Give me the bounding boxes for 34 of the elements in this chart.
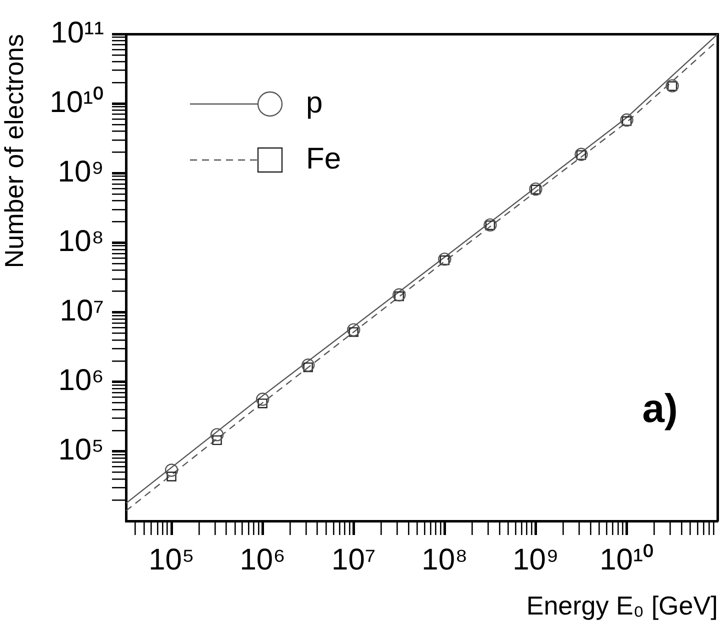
point (392, 288, 406, 302)
y-axis-title: Number of electrons (0, 34, 29, 268)
x-tick-label: 10⁷ (332, 543, 376, 576)
x-tick-label: 10¹⁰ (600, 543, 654, 576)
y-tick-label: 10⁷ (60, 294, 104, 328)
legend-label: p (306, 86, 323, 120)
point (210, 428, 224, 442)
y-tick-label: 10¹¹ (50, 16, 104, 50)
y-tick-label: 10⁹ (58, 155, 104, 188)
x-tick-label: 10⁵ (148, 543, 194, 576)
legend-label: Fe (306, 142, 342, 176)
point (347, 323, 360, 336)
point (440, 255, 450, 266)
x-tick-label: 10⁸ (422, 543, 468, 576)
point (620, 113, 634, 127)
point (256, 392, 270, 406)
point (438, 252, 452, 266)
point (576, 150, 586, 160)
point (574, 148, 588, 161)
x-axis-title: Energy E₀ [GeV] (526, 590, 718, 621)
point (529, 182, 542, 196)
y-tick-label: 10⁶ (58, 364, 104, 398)
annotation: a) (642, 387, 678, 432)
point (301, 358, 315, 372)
x-tick-label: 10⁹ (512, 543, 559, 576)
y-tick-label: 10⁵ (58, 434, 104, 467)
y-tick-label: 10¹⁰ (50, 86, 104, 119)
point (212, 435, 222, 446)
x-tick-label: 10⁶ (240, 543, 286, 576)
point (303, 362, 313, 372)
point (166, 472, 176, 482)
y-tick-label: 10⁸ (58, 224, 104, 258)
point (530, 184, 541, 194)
point (164, 464, 178, 477)
